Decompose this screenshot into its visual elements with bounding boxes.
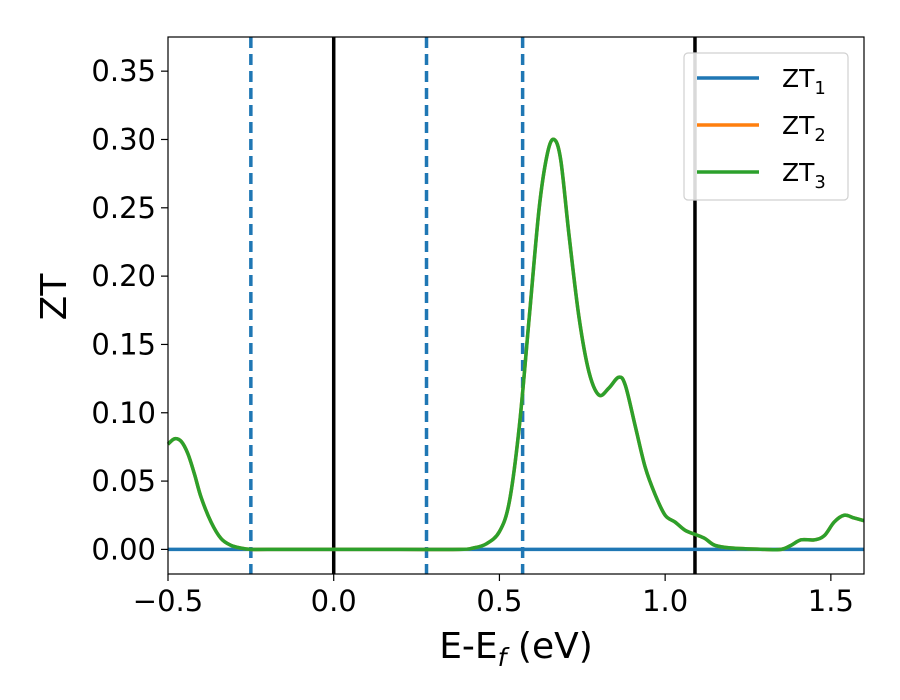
x-axis-title-unit: (eV) — [506, 626, 592, 667]
legend-label-1: ZT1 — [782, 64, 826, 99]
y-tick-label: 0.20 — [91, 259, 156, 293]
series-line-2 — [166, 137, 865, 552]
x-tick-label: −0.5 — [133, 584, 203, 618]
legend-items: ZT1 ZT2 ZT3 — [697, 64, 826, 193]
y-axis-title: ZT — [34, 273, 75, 321]
vertical-reference-lines — [249, 37, 697, 574]
series-lines — [166, 137, 865, 552]
x-axis-title-main: E-E — [439, 626, 497, 667]
x-axis-ticks: −0.5 0.0 0.5 1.0 1.5 — [133, 574, 854, 618]
x-tick-label: 1.5 — [808, 584, 854, 618]
x-axis-title: E-Ef (eV) — [439, 626, 593, 672]
plot-area-frame — [167, 36, 865, 575]
y-tick-label: 0.00 — [91, 532, 156, 566]
y-tick-label: 0.10 — [91, 396, 156, 430]
series-line-3 — [166, 137, 865, 552]
legend-box — [683, 52, 849, 201]
legend-label-3: ZT3 — [782, 158, 826, 193]
legend-label-2: ZT2 — [782, 111, 826, 146]
legend: ZT1 ZT2 ZT3 — [683, 52, 849, 201]
x-tick-label: 1.0 — [642, 584, 688, 618]
y-tick-label: 0.35 — [91, 54, 156, 88]
y-axis-ticks: 0.00 0.05 0.10 0.15 0.20 0.25 0.30 0.35 — [91, 54, 168, 566]
x-tick-label: 0.5 — [476, 584, 522, 618]
y-tick-label: 0.05 — [91, 464, 156, 498]
x-tick-label: 0.0 — [311, 584, 357, 618]
y-tick-label: 0.30 — [91, 122, 156, 156]
y-tick-label: 0.25 — [91, 191, 156, 225]
y-tick-label: 0.15 — [91, 327, 156, 361]
